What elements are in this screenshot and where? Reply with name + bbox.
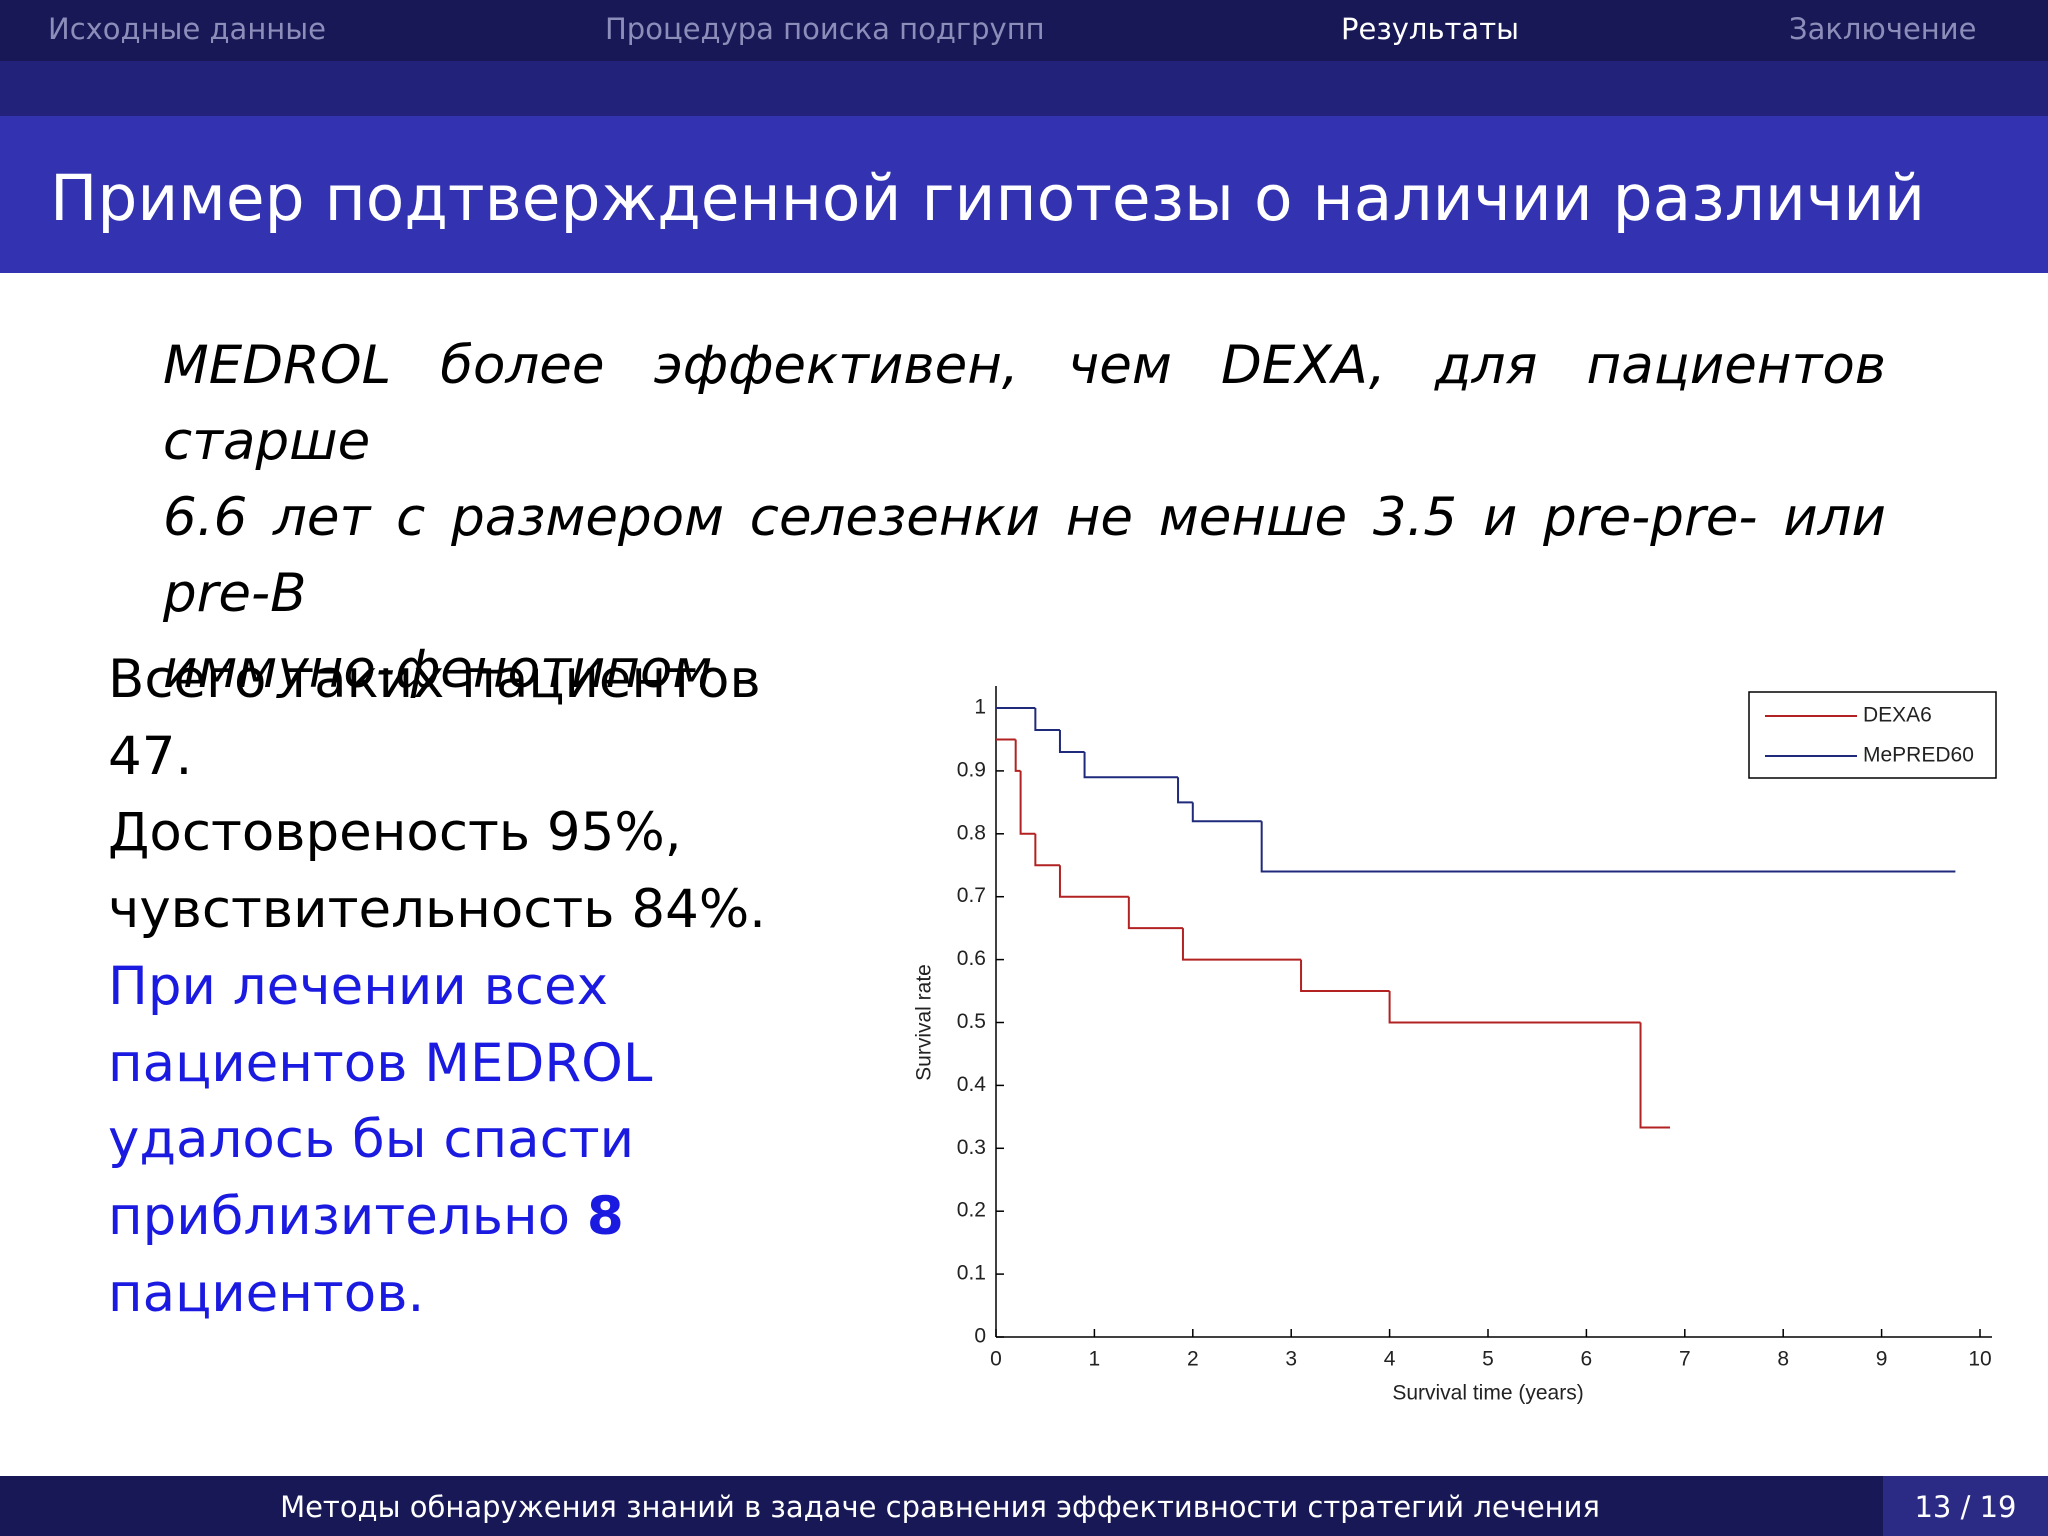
statement-line: иммуно-фенотипом (163, 639, 713, 700)
nav-item[interactable]: Заключение (1789, 12, 1977, 46)
survival-step (1034, 708, 1060, 732)
summary-line: Всего таких пациентов (108, 649, 761, 710)
summary-line: чувствительность 84%. (108, 879, 767, 941)
y-axis-label: Survival rate (913, 964, 936, 1081)
summary: Всего таких пациентов 47. Достовреность 95… (108, 642, 766, 1332)
slide-title: Пример подтвержденной гипотезы о наличии… (50, 162, 1926, 235)
x-tick-label: 5 (1482, 1348, 1494, 1371)
x-tick-label: 4 (1384, 1348, 1396, 1371)
y-tick-label: 0.6 (957, 947, 986, 970)
x-tick-label: 1 (1089, 1348, 1101, 1371)
legend-box (1748, 691, 1997, 779)
x-tick-label: 9 (1876, 1348, 1888, 1371)
survival-step (1127, 896, 1183, 930)
survival-step (1181, 928, 1302, 961)
survival-step (1019, 770, 1036, 835)
y-tick-label: 0.9 (957, 758, 986, 781)
page-number: 13 / 19 (1914, 1490, 2017, 1524)
x-tick-label: 10 (1968, 1348, 1991, 1371)
x-axis-label: Survival time (years) (1392, 1382, 1583, 1405)
y-tick-label: 0.1 (957, 1262, 986, 1285)
survival-step (1058, 865, 1129, 898)
footer-title: Методы обнаружения знаний в задаче сравн… (280, 1490, 1600, 1524)
x-tick-label: 2 (1187, 1348, 1199, 1371)
y-tick-label: 0.3 (957, 1136, 986, 1159)
footer: Методы обнаружения знаний в задаче сравн… (0, 1476, 2048, 1536)
highlight-number: 8 (586, 1185, 624, 1247)
survival-step (1300, 959, 1390, 993)
legend-label: MePRED60 (1863, 744, 1974, 767)
x-tick-label: 8 (1777, 1348, 1789, 1371)
chart: 00.10.20.30.40.50.60.70.80.910 1 2 3 4 5 6 7 8 9 1… (913, 686, 1997, 1405)
statement-line: MEDROL более эффективен, чем DEXA, для п… (163, 335, 1886, 472)
survival-step (1639, 1022, 1671, 1129)
nav-item[interactable]: Исходные данные (48, 12, 326, 46)
page-box: 13 / 19 (1883, 1476, 2048, 1536)
survival-step (1191, 802, 1262, 823)
y-tick-label: 0.5 (957, 1010, 986, 1033)
y-tick-label: 0.4 (957, 1073, 987, 1096)
x-tick-label: 0 (990, 1348, 1002, 1371)
highlight-line: пациентов. (108, 1262, 425, 1324)
y-tick-label: 1 (974, 696, 986, 719)
legend-label: DEXA6 (1863, 704, 1932, 727)
survival-step (1260, 821, 1956, 873)
x-tick-label: 7 (1679, 1348, 1691, 1371)
highlight-line: удалось бы спасти (108, 1109, 635, 1171)
statement-line: 6.6 лет с размером селезенки не менше 3.… (163, 487, 1886, 624)
survival-step (1034, 833, 1060, 867)
highlight-line: приблизительно 8 (108, 1179, 766, 1256)
survival-step (1083, 752, 1179, 779)
survival-step (1388, 991, 1641, 1024)
x-tick-label: 6 (1581, 1348, 1593, 1371)
x-tick-label: 3 (1285, 1348, 1297, 1371)
summary-line: Достовреность 95%, (108, 802, 682, 864)
y-tick-label: 0.8 (957, 821, 986, 844)
survival-step (1177, 777, 1193, 804)
title-bar: Пример подтвержденной гипотезы о наличии… (0, 116, 2048, 273)
nav-item[interactable]: Процедура поиска подгрупп (605, 12, 1045, 46)
y-tick-label: 0.7 (957, 884, 986, 907)
nav-bar: Исходные данные Процедура поиска подгрупп… (0, 0, 2048, 61)
nav-item[interactable]: Результаты (1341, 12, 1519, 46)
summary-line: 47. (108, 725, 193, 787)
nav-subbar (0, 61, 2048, 116)
y-tick-label: 0.2 (957, 1199, 986, 1222)
survival-step (1058, 730, 1085, 754)
highlight-line: При лечении всех (108, 955, 608, 1017)
highlight-text: приблизительно (108, 1185, 571, 1247)
statement: MEDROL более эффективен, чем DEXA, для п… (163, 328, 1886, 708)
y-tick-label: 0 (974, 1325, 986, 1348)
survival-step (1014, 739, 1021, 772)
highlight-line: пациентов MEDROL (108, 1032, 653, 1094)
